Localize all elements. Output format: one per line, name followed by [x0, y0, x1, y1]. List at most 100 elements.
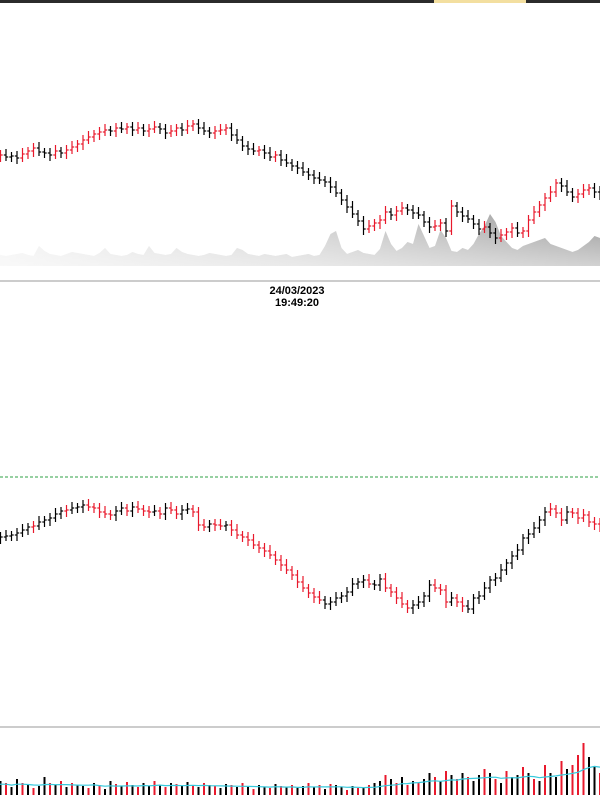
ohlc-bar	[64, 505, 69, 517]
ohlc-bar	[306, 584, 311, 598]
ohlc-bar	[251, 534, 256, 549]
ohlc-bar	[350, 578, 355, 596]
ohlc-bar	[130, 122, 135, 136]
ohlc-bar	[9, 152, 14, 162]
ohlc-bar	[53, 508, 58, 522]
ohlc-bar	[399, 202, 405, 215]
ohlc-bar	[564, 180, 570, 196]
ohlc-bar	[64, 145, 69, 159]
ohlc-bar	[262, 145, 267, 159]
ohlc-bar	[311, 588, 317, 603]
ohlc-bar	[196, 119, 201, 134]
ohlc-bar	[163, 503, 168, 520]
ohlc-bar	[350, 201, 355, 218]
ohlc-bar	[322, 596, 328, 609]
volume-average-line	[0, 765, 600, 789]
ohlc-bar	[278, 555, 284, 571]
ohlc-bar	[229, 123, 234, 141]
ohlc-bar	[14, 528, 20, 541]
ohlc-bar	[427, 217, 432, 233]
ohlc-bar	[383, 206, 388, 224]
ohlc-bar	[372, 580, 377, 590]
ohlc-bar	[289, 159, 295, 171]
ohlc-bar	[377, 215, 383, 229]
ohlc-bar	[80, 135, 86, 150]
ohlc-bar	[201, 122, 207, 135]
ohlc-bar	[86, 499, 91, 511]
ohlc-bar	[273, 151, 278, 162]
ohlc-bar	[179, 505, 185, 520]
ohlc-bar	[438, 584, 443, 595]
ohlc-bar	[174, 124, 179, 136]
ohlc-bar	[454, 202, 460, 217]
ohlc-bar	[542, 507, 548, 526]
ohlc-bar	[311, 170, 317, 184]
ohlc-bar	[454, 594, 460, 607]
ohlc-bar	[157, 123, 163, 134]
ohlc-bar	[581, 184, 586, 198]
ohlc-bar	[344, 587, 350, 602]
ohlc-bar	[575, 508, 581, 524]
ohlc-bar	[372, 219, 377, 231]
timestamp-date: 24/03/2023	[269, 285, 325, 297]
ohlc-bar	[157, 507, 163, 519]
ohlc-bar	[405, 600, 410, 613]
ohlc-bar	[69, 502, 75, 514]
ohlc-bar	[482, 582, 487, 600]
ohlc-bar	[201, 519, 207, 531]
ohlc-bar	[0, 150, 3, 162]
ohlc-bar	[75, 140, 80, 152]
ohlc-bar	[476, 591, 482, 604]
ohlc-bar	[553, 179, 559, 197]
ohlc-bar	[394, 206, 399, 221]
ohlc-bar	[443, 218, 449, 237]
price-panel-middle	[0, 476, 600, 614]
ohlc-bar	[317, 591, 322, 604]
ohlc-bar	[465, 600, 471, 613]
ohlc-bar	[36, 516, 42, 530]
ohlc-bar	[504, 228, 509, 240]
ohlc-bar	[119, 122, 124, 133]
ohlc-bar	[383, 573, 388, 592]
ohlc-bar	[498, 229, 504, 242]
ohlc-bar	[207, 520, 212, 532]
ohlc-bar	[361, 216, 366, 235]
ohlc-bar	[333, 181, 339, 197]
ohlc-bar	[471, 594, 476, 614]
ohlc-bar	[295, 570, 300, 588]
ohlc-bar	[229, 520, 234, 536]
ohlc-bar	[251, 143, 256, 155]
ohlc-bar	[355, 210, 361, 226]
ohlc-bar	[256, 541, 262, 553]
ohlc-bar	[69, 141, 75, 154]
ohlc-bar	[91, 503, 97, 513]
ohlc-bar	[179, 123, 185, 136]
ohlc-bar	[553, 505, 559, 518]
ohlc-bar	[515, 544, 520, 560]
ohlc-bar	[531, 206, 537, 224]
ohlc-bar	[526, 215, 531, 237]
ohlc-bar	[355, 578, 361, 589]
ohlc-bar	[108, 126, 113, 136]
ohlc-bar	[31, 143, 36, 157]
ohlc-bar	[223, 521, 229, 531]
ohlc-bar	[592, 517, 597, 530]
ohlc-bar	[135, 501, 141, 513]
ohlc-bar	[42, 516, 47, 527]
ohlc-bar	[31, 521, 36, 533]
ohlc-bar	[520, 534, 526, 555]
ohlc-bar	[509, 223, 515, 238]
ohlc-bar	[471, 215, 476, 229]
ohlc-bar	[267, 545, 273, 559]
ohlc-bar	[394, 587, 399, 604]
ohlc-bar	[586, 511, 592, 527]
ohlc-bar	[108, 510, 113, 520]
ohlc-bar	[449, 200, 454, 235]
ohlc-bar	[273, 551, 278, 565]
ohlc-bar	[333, 592, 339, 606]
ohlc-bar	[575, 189, 581, 203]
ohlc-bar	[97, 127, 102, 140]
ohlc-bar	[559, 178, 564, 192]
ohlc-bar	[300, 576, 306, 592]
